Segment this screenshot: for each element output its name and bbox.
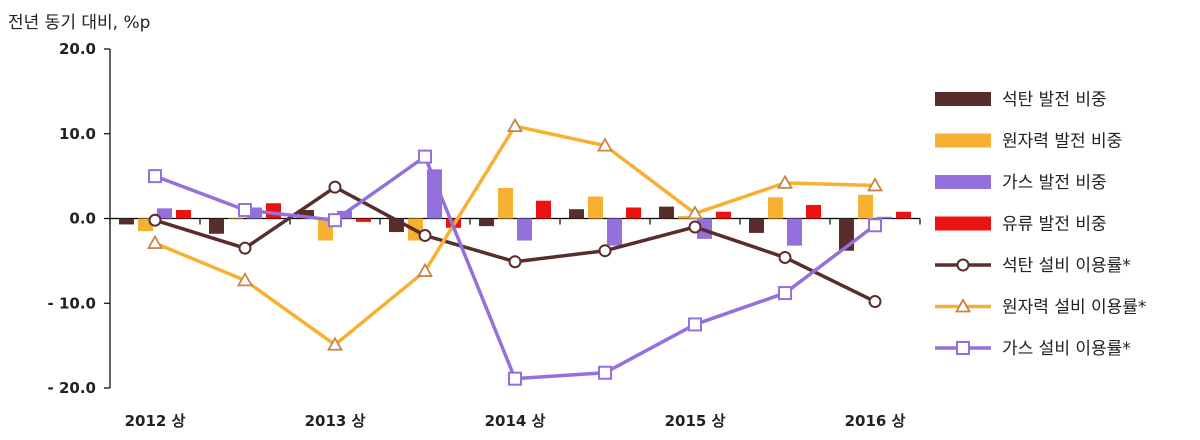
point <box>326 336 344 351</box>
point <box>328 213 342 228</box>
point <box>688 220 702 234</box>
bars <box>119 169 911 251</box>
point <box>148 213 162 227</box>
bar <box>806 204 821 219</box>
legend-label: 원자력 설비 이용률* <box>1002 298 1146 318</box>
axes <box>104 48 921 389</box>
series-line <box>154 185 876 304</box>
bar <box>176 210 191 219</box>
bar <box>768 197 783 219</box>
bar <box>877 216 892 219</box>
point <box>688 317 702 332</box>
bar <box>479 218 494 227</box>
legend-label: 가스 설비 이용률* <box>1002 339 1131 359</box>
bar <box>498 187 513 219</box>
point <box>416 262 434 277</box>
bar <box>678 215 693 219</box>
legend-swatch <box>935 175 991 189</box>
bar <box>749 218 764 233</box>
x-tick-label: 2016 상 <box>845 412 906 430</box>
point <box>238 203 252 218</box>
legend-marker <box>956 258 970 272</box>
point <box>778 250 792 264</box>
legend-label: 석탄 설비 이용률* <box>1002 256 1131 276</box>
bar <box>607 218 622 246</box>
point <box>506 117 524 133</box>
point <box>596 137 614 152</box>
bar <box>659 206 674 219</box>
x-tick-label: 2014 상 <box>485 412 546 430</box>
legend-label: 유류 발전 비중 <box>1002 215 1107 235</box>
bar <box>536 200 551 219</box>
point <box>146 234 164 249</box>
point <box>868 218 882 233</box>
bar <box>716 211 731 219</box>
bar <box>356 218 371 222</box>
bar <box>517 218 532 241</box>
bar <box>209 218 224 234</box>
bar <box>787 218 802 246</box>
point <box>868 295 882 309</box>
legend-swatch <box>935 92 991 106</box>
unit-label: 전년 동기 대비, %p <box>8 13 150 33</box>
point <box>418 149 432 164</box>
y-tick-label: 0.0 <box>69 210 96 228</box>
point <box>148 169 162 184</box>
point <box>508 371 522 386</box>
point <box>866 177 884 192</box>
point <box>328 180 342 194</box>
legend-swatch <box>935 216 991 231</box>
x-tick-label: 2015 상 <box>665 412 726 430</box>
point <box>776 174 794 189</box>
bar <box>228 217 243 219</box>
legend-label: 가스 발전 비중 <box>1002 173 1107 193</box>
legend-swatch <box>935 133 991 148</box>
y-tick-label: 20.0 <box>59 40 96 58</box>
legend-label: 원자력 발전 비중 <box>1002 132 1122 152</box>
bar <box>896 211 911 219</box>
point <box>598 365 612 380</box>
lines <box>146 117 884 386</box>
point <box>778 286 792 301</box>
legend-marker <box>956 341 970 355</box>
y-tick-label: - 10.0 <box>48 294 96 312</box>
bar <box>247 207 262 219</box>
y-tick-label: - 20.0 <box>48 379 96 397</box>
bar <box>427 169 442 219</box>
bar <box>266 203 281 219</box>
point <box>238 241 252 255</box>
point <box>686 205 704 220</box>
point <box>236 272 254 287</box>
legend-marker <box>954 298 972 313</box>
legend-label: 석탄 발전 비중 <box>1002 90 1107 110</box>
bar <box>157 208 172 219</box>
y-tick-label: 10.0 <box>59 125 96 143</box>
bar <box>626 207 641 219</box>
bar <box>588 196 603 219</box>
bar <box>299 210 314 219</box>
bar <box>119 218 134 225</box>
point <box>508 255 522 269</box>
bar <box>569 209 584 219</box>
point <box>418 228 432 242</box>
x-tick-label: 2012 상 <box>125 412 186 430</box>
tick-labels: 20.0 10.0 0.0 - 10.0 - 20.0 2012 상 2013 상 2014 … <box>48 40 906 430</box>
x-tick-label: 2013 상 <box>305 412 366 430</box>
bar <box>858 194 873 219</box>
point <box>598 244 612 258</box>
